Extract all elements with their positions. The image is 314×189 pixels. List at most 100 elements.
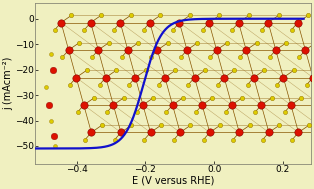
Point — [103, 76, 108, 79]
Point — [254, 41, 259, 44]
Point — [289, 28, 294, 31]
Point — [76, 41, 81, 44]
Point — [99, 14, 104, 17]
Point — [186, 83, 191, 86]
Point — [185, 49, 190, 52]
Point — [262, 69, 267, 72]
Point — [158, 124, 163, 127]
Point — [140, 103, 145, 106]
Point — [208, 56, 213, 59]
Point — [218, 124, 223, 127]
Point — [237, 56, 242, 59]
Point — [52, 134, 57, 137]
Point — [232, 69, 237, 72]
Point — [128, 14, 133, 17]
Point — [96, 49, 101, 52]
Point — [306, 124, 311, 127]
Point — [112, 138, 117, 141]
Point — [260, 138, 265, 141]
Point — [214, 49, 219, 52]
Point — [188, 124, 193, 127]
Point — [68, 83, 73, 86]
Point — [46, 104, 51, 107]
Point — [111, 28, 116, 31]
Point — [148, 131, 153, 134]
Point — [99, 124, 104, 127]
Point — [156, 83, 161, 86]
Point — [225, 41, 230, 44]
Point — [125, 49, 130, 52]
Point — [295, 21, 300, 24]
Point — [141, 28, 146, 31]
Point — [311, 76, 314, 79]
Point — [192, 76, 197, 79]
Point — [304, 83, 309, 86]
Point — [291, 69, 296, 72]
Point — [158, 14, 163, 17]
Point — [81, 103, 86, 106]
Point — [222, 76, 227, 79]
Point — [84, 69, 89, 72]
Point — [106, 41, 111, 44]
Point — [48, 119, 53, 122]
Point — [173, 69, 178, 72]
Point — [266, 131, 271, 134]
Point — [155, 49, 160, 52]
Point — [259, 103, 264, 106]
Point — [162, 76, 167, 79]
Point — [66, 49, 71, 52]
Point — [281, 76, 286, 79]
Point — [306, 14, 311, 17]
Point — [74, 76, 79, 79]
Point — [259, 28, 264, 31]
Point — [203, 69, 208, 72]
Point — [60, 56, 65, 59]
Point — [118, 21, 123, 24]
Point — [200, 28, 205, 31]
Point — [88, 21, 93, 24]
Point — [246, 14, 252, 17]
Point — [69, 14, 74, 17]
Point — [44, 86, 49, 89]
Point — [75, 111, 80, 114]
Point — [111, 103, 116, 106]
Point — [136, 41, 141, 44]
Point — [51, 68, 56, 71]
Point — [288, 103, 293, 106]
Point — [237, 131, 242, 134]
Point — [178, 56, 183, 59]
Point — [151, 96, 156, 99]
Point — [200, 103, 205, 106]
Y-axis label: j (mAcm⁻²): j (mAcm⁻²) — [3, 57, 14, 110]
Point — [129, 124, 134, 127]
Point — [230, 138, 236, 141]
Point — [133, 76, 138, 79]
Point — [52, 28, 57, 31]
Point — [105, 111, 110, 114]
Point — [118, 131, 123, 134]
Point — [82, 28, 87, 31]
Point — [244, 49, 249, 52]
Point — [83, 138, 88, 141]
Point — [195, 41, 200, 44]
Point — [89, 131, 94, 134]
Point — [290, 138, 295, 141]
Point — [142, 138, 147, 141]
Point — [267, 56, 272, 59]
Point — [97, 83, 102, 86]
Point — [89, 56, 95, 59]
Point — [276, 14, 281, 17]
Point — [114, 69, 119, 72]
Point — [303, 49, 308, 52]
Point — [165, 41, 170, 44]
Point — [207, 21, 212, 24]
Point — [92, 96, 97, 99]
Point — [164, 111, 169, 114]
Point — [297, 56, 302, 59]
Point — [223, 111, 228, 114]
Point — [230, 28, 235, 31]
Point — [312, 111, 314, 114]
Point — [147, 21, 152, 24]
Point — [210, 96, 215, 99]
Point — [247, 124, 252, 127]
